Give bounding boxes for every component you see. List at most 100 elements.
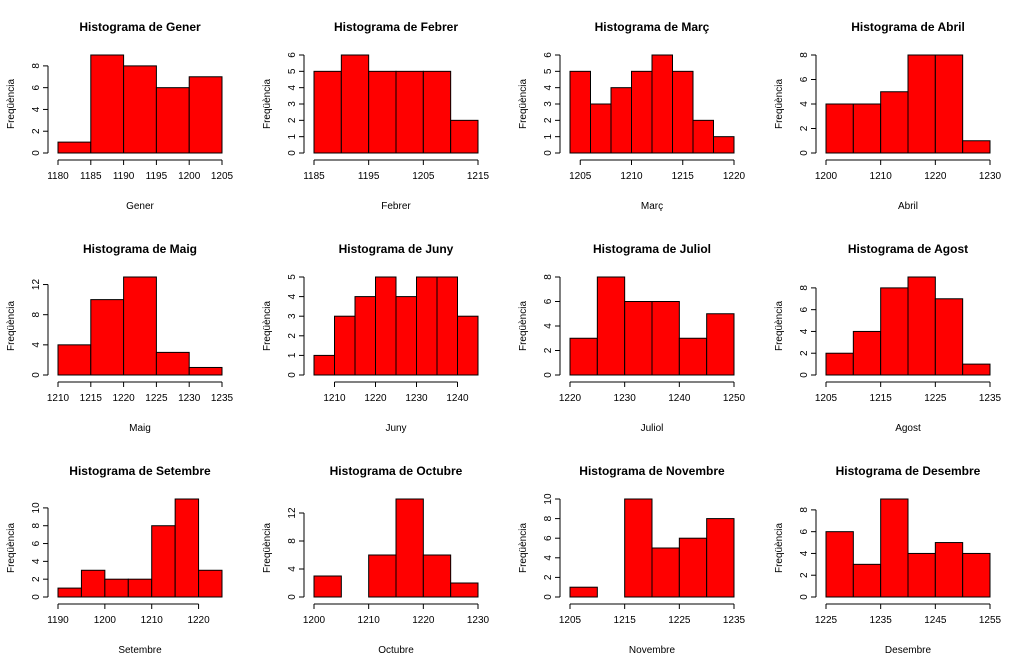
bar xyxy=(104,578,129,598)
x-tick-label: 1255 xyxy=(979,615,1002,626)
panel-title: Histograma de Març xyxy=(595,20,710,34)
bar xyxy=(127,578,153,598)
y-tick-label: 2 xyxy=(31,576,42,582)
bar xyxy=(80,569,106,598)
x-tick-label: 1205 xyxy=(569,171,592,182)
panel-title: Histograma de Agost xyxy=(848,242,968,256)
bar xyxy=(457,315,479,376)
y-tick-label: 1 xyxy=(287,133,298,139)
bar xyxy=(825,352,854,376)
y-tick-label: 4 xyxy=(287,566,298,572)
y-tick-label: 1 xyxy=(543,133,554,139)
bar xyxy=(934,298,964,376)
y-tick-label: 12 xyxy=(31,279,42,291)
y-tick-label: 2 xyxy=(543,574,554,580)
bar xyxy=(962,363,991,376)
y-axis-label: Freqüència xyxy=(262,523,273,573)
bar xyxy=(713,136,735,154)
x-tick-label: 1220 xyxy=(924,171,947,182)
bar xyxy=(692,119,714,154)
y-tick-label: 4 xyxy=(799,101,810,107)
y-tick-label: 8 xyxy=(31,523,42,529)
x-tick-label: 1220 xyxy=(723,171,746,182)
bar xyxy=(569,586,598,598)
bar xyxy=(706,518,735,598)
bar xyxy=(151,525,176,598)
bar xyxy=(907,552,936,598)
panel-title: Histograma de Desembre xyxy=(836,464,981,478)
y-tick-label: 0 xyxy=(543,372,554,378)
x-tick-label: 1220 xyxy=(364,393,387,404)
x-tick-label: 1240 xyxy=(446,393,469,404)
y-axis-label: Freqüència xyxy=(774,79,785,129)
x-tick-label: 1220 xyxy=(412,615,435,626)
x-tick-label: 1225 xyxy=(924,393,947,404)
y-tick-label: 12 xyxy=(287,507,298,519)
y-axis-label: Freqüència xyxy=(518,79,529,129)
y-axis-label: Freqüència xyxy=(774,523,785,573)
bar xyxy=(198,569,223,598)
y-tick-label: 6 xyxy=(799,528,810,534)
y-tick-label: 10 xyxy=(31,502,42,514)
bar xyxy=(880,287,909,376)
y-tick-label: 0 xyxy=(543,594,554,600)
y-tick-label: 6 xyxy=(799,76,810,82)
x-tick-label: 1225 xyxy=(145,393,168,404)
x-axis-label: Setembre xyxy=(118,645,162,656)
y-tick-label: 4 xyxy=(31,558,42,564)
panel-title: Histograma de Novembre xyxy=(579,464,725,478)
bar xyxy=(880,91,909,154)
bar xyxy=(174,498,200,598)
bar xyxy=(569,70,591,154)
x-axis-label: Gener xyxy=(126,201,154,212)
y-tick-label: 0 xyxy=(31,372,42,378)
y-tick-label: 5 xyxy=(287,68,298,74)
x-tick-label: 1230 xyxy=(178,393,201,404)
x-tick-label: 1215 xyxy=(80,393,103,404)
y-tick-label: 0 xyxy=(31,150,42,156)
y-tick-label: 4 xyxy=(543,323,554,329)
y-tick-label: 8 xyxy=(543,515,554,521)
bar xyxy=(672,70,694,154)
x-tick-label: 1220 xyxy=(559,393,582,404)
bar xyxy=(90,54,125,154)
y-tick-label: 4 xyxy=(287,84,298,90)
y-tick-label: 4 xyxy=(31,342,42,348)
x-axis-label: Juny xyxy=(385,423,406,434)
y-tick-label: 0 xyxy=(799,594,810,600)
x-tick-label: 1195 xyxy=(358,171,380,182)
bar xyxy=(678,537,708,598)
bar xyxy=(57,141,92,154)
x-tick-label: 1210 xyxy=(620,171,643,182)
x-tick-label: 1220 xyxy=(112,393,135,404)
y-tick-label: 8 xyxy=(799,285,810,291)
bar xyxy=(907,54,936,154)
y-axis-label: Freqüència xyxy=(262,301,273,351)
x-tick-label: 1215 xyxy=(672,171,695,182)
y-tick-label: 0 xyxy=(543,150,554,156)
y-tick-label: 4 xyxy=(31,106,42,112)
x-tick-label: 1230 xyxy=(467,615,490,626)
bar xyxy=(907,276,936,376)
bar xyxy=(188,76,223,154)
x-axis-label: Maig xyxy=(129,423,151,434)
bar xyxy=(590,103,612,154)
y-axis-label: Freqüència xyxy=(518,523,529,573)
y-tick-label: 2 xyxy=(543,347,554,353)
x-tick-label: 1180 xyxy=(47,171,69,182)
x-axis-label: Juliol xyxy=(641,423,664,434)
x-axis-label: Febrer xyxy=(381,201,411,212)
bar xyxy=(880,498,909,598)
bar xyxy=(962,140,991,154)
y-tick-label: 0 xyxy=(799,150,810,156)
y-axis-label: Freqüència xyxy=(6,79,17,129)
x-tick-label: 1210 xyxy=(323,393,346,404)
x-tick-label: 1210 xyxy=(47,393,70,404)
x-tick-label: 1225 xyxy=(668,615,691,626)
y-tick-label: 3 xyxy=(543,101,554,107)
x-tick-label: 1250 xyxy=(723,393,746,404)
y-tick-label: 2 xyxy=(287,333,298,339)
bar xyxy=(368,70,397,154)
x-tick-label: 1205 xyxy=(211,171,234,182)
